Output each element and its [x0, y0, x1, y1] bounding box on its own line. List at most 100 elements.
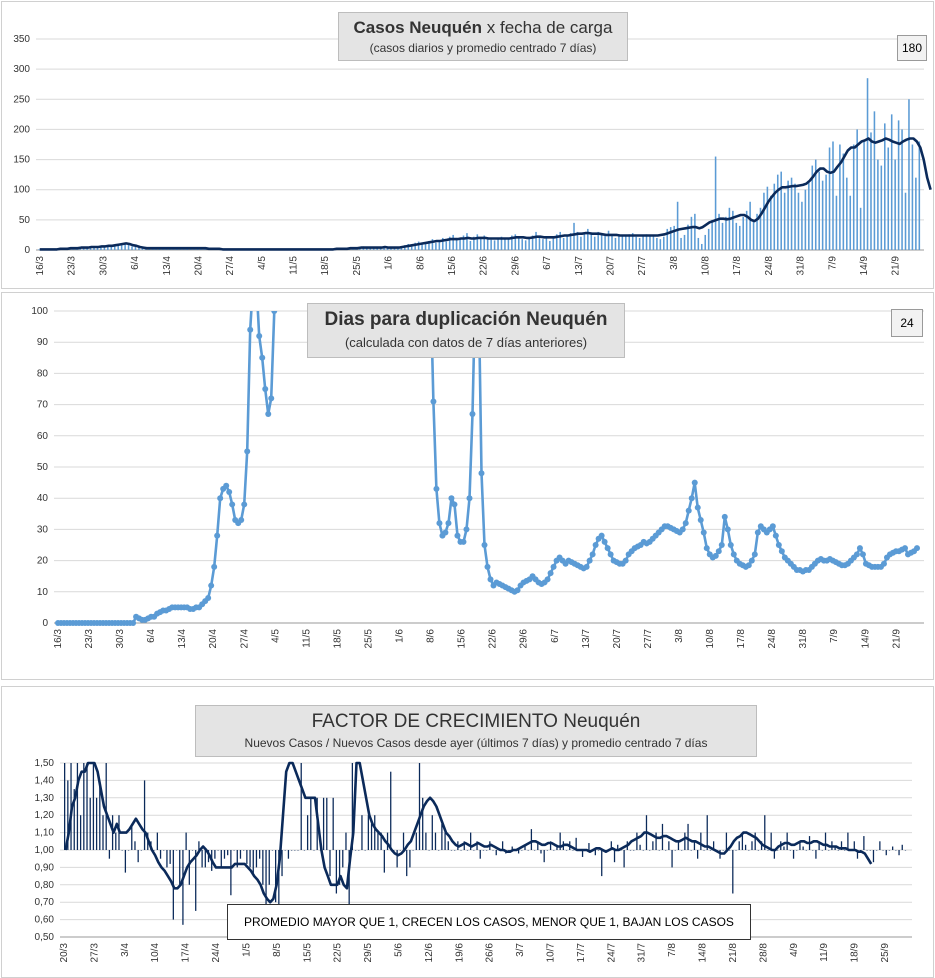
growth-factor-bar [687, 823, 689, 850]
doubling-point [514, 587, 521, 594]
daily-cases-bar [897, 120, 900, 250]
growth-factor-bar [732, 850, 734, 894]
doubling-point [466, 495, 473, 502]
daily-cases-bar [569, 233, 572, 250]
growth-x-tick-label: 17/4 [181, 943, 192, 963]
daily-cases-bar [38, 249, 40, 250]
growth-factor-bar [860, 850, 862, 851]
daily-cases-bar [915, 177, 917, 250]
daily-cases-bar [455, 237, 458, 250]
cases-y-tick-label: 150 [13, 155, 30, 166]
doubling-x-tick-label: 7/9 [829, 629, 840, 643]
cases-x-tick-label: 18/5 [320, 256, 331, 276]
growth-factor-bar [700, 832, 702, 850]
daily-cases-bar [642, 235, 644, 250]
doubling-point [682, 520, 689, 527]
doubling-point [460, 538, 467, 545]
growth-factor-bar [863, 836, 865, 850]
growth-factor-bar [268, 850, 270, 885]
daily-cases-bar [849, 195, 852, 250]
growth-factor-bar [322, 797, 325, 850]
growth-factor-bar [345, 832, 347, 850]
daily-cases-bar [528, 237, 530, 250]
growth-factor-bar [712, 841, 715, 850]
growth-x-tick-label: 17/7 [576, 943, 587, 963]
growth-factor-bar [540, 850, 542, 854]
daily-cases-bar [607, 230, 610, 250]
growth-factor-bar [501, 841, 504, 850]
growth-factor-bar [386, 832, 389, 850]
growth-factor-bar [396, 850, 398, 868]
cases-y-tick-label: 350 [13, 34, 30, 45]
growth-factor-bar [223, 850, 226, 859]
cases-chart-title-rest: x fecha de carga [486, 18, 613, 37]
growth-factor-bar [693, 841, 696, 850]
doubling-x-tick-label: 18/5 [332, 629, 343, 649]
doubling-point [607, 551, 614, 558]
growth-factor-bar [134, 841, 136, 850]
doubling-x-tick-label: 11/5 [301, 629, 312, 648]
daily-cases-bar [752, 219, 755, 250]
cases-x-tick-label: 29/6 [510, 256, 521, 276]
daily-cases-bar [814, 159, 817, 250]
daily-cases-bar [756, 213, 758, 250]
daily-cases-bar [704, 234, 707, 250]
growth-factor-bar [601, 850, 603, 877]
cases-x-tick-label: 13/4 [162, 256, 173, 276]
growth-factor-bar [486, 850, 488, 851]
daily-cases-bar [393, 248, 396, 250]
growth-factor-bar [805, 850, 807, 851]
cases-x-tick-label: 3/8 [669, 256, 680, 270]
daily-cases-bar [100, 246, 102, 250]
daily-cases-bar [113, 244, 116, 250]
daily-cases-bar [680, 237, 682, 250]
doubling-point [901, 545, 908, 552]
growth-x-tick-label: 15/5 [302, 943, 313, 963]
growth-factor-bar [527, 850, 529, 851]
daily-cases-bar [542, 239, 544, 250]
doubling-x-tick-label: 15/6 [457, 629, 468, 649]
growth-factor-bar [681, 850, 683, 851]
doubling-x-tick-label: 20/4 [208, 629, 219, 649]
daily-cases-bar [635, 236, 637, 250]
growth-factor-bar [214, 850, 216, 859]
doubling-point [694, 504, 701, 511]
growth-factor-bar [748, 850, 750, 851]
growth-x-tick-label: 8/5 [272, 943, 283, 957]
growth-factor-bar [447, 841, 449, 850]
daily-cases-bar [738, 225, 741, 250]
doubling-chart-title: Dias para duplicación Neuquén [324, 309, 608, 330]
doubling-x-tick-label: 17/8 [736, 629, 747, 649]
daily-cases-bar [718, 213, 720, 250]
daily-cases-bar [597, 231, 599, 250]
daily-cases-bar [507, 238, 510, 250]
growth-factor-bar [741, 832, 744, 850]
growth-factor-bar [671, 850, 673, 868]
doubling-point [262, 386, 269, 392]
doubling-point [856, 545, 863, 552]
cases-latest-badge: 180 [897, 35, 927, 61]
growth-factor-bar [872, 850, 875, 863]
growth-factor-bar [757, 850, 760, 851]
doubling-point [265, 410, 272, 417]
daily-cases-bar [732, 210, 734, 250]
growth-y-tick-label: 1,30 [35, 793, 55, 804]
daily-cases-bar [141, 248, 144, 250]
growth-factor-bar [370, 823, 373, 850]
daily-cases-bar [908, 99, 910, 251]
daily-cases-bar [749, 201, 751, 250]
daily-cases-bar [697, 237, 700, 250]
cases-x-tick-label: 25/5 [352, 256, 363, 276]
growth-factor-bar [834, 846, 836, 850]
daily-cases-bar [583, 233, 586, 250]
growth-factor-bar [265, 850, 267, 917]
growth-factor-bar [824, 832, 827, 850]
daily-cases-bar [666, 228, 669, 250]
daily-cases-bar [497, 237, 499, 250]
growth-factor-bar [188, 850, 190, 885]
daily-cases-bar [604, 235, 606, 250]
cases-x-tick-label: 6/4 [130, 256, 141, 270]
growth-factor-bar [533, 850, 536, 851]
daily-cases-bar [645, 234, 648, 250]
doubling-point [769, 523, 776, 530]
